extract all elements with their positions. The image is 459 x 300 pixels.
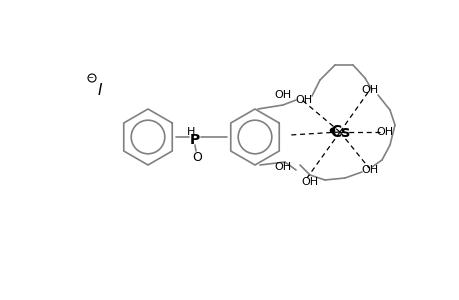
Text: OH: OH [361,85,378,95]
Text: OH: OH [361,165,378,175]
Text: P: P [190,133,200,147]
Text: H: H [186,127,195,137]
Text: OH: OH [375,127,393,137]
Text: OH: OH [301,177,318,187]
Text: −: − [87,75,93,81]
Text: O: O [192,151,202,164]
Text: OH: OH [274,162,291,172]
Text: I: I [98,82,102,98]
Text: OH: OH [295,95,312,105]
Text: Cs: Cs [329,124,349,140]
Text: OH: OH [274,90,291,100]
